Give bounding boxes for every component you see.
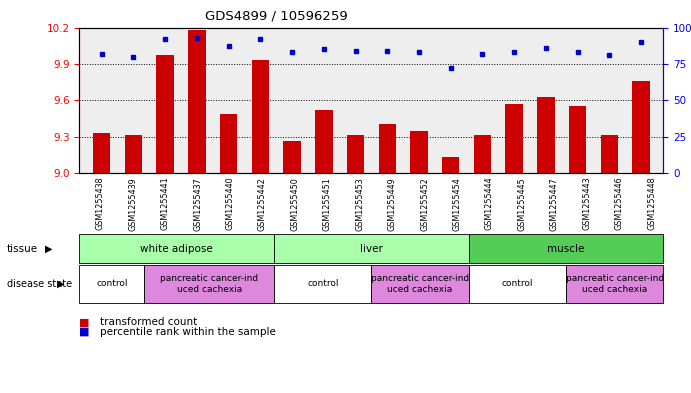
Text: muscle: muscle [547,244,585,253]
Text: control: control [307,279,339,288]
Text: disease state: disease state [7,279,72,289]
Text: white adipose: white adipose [140,244,213,253]
Text: GSM1255441: GSM1255441 [160,177,169,230]
Text: pancreatic cancer-ind
uced cachexia: pancreatic cancer-ind uced cachexia [160,274,258,294]
Bar [283,141,301,173]
Bar [93,133,111,173]
Text: transformed count: transformed count [100,317,198,327]
Text: percentile rank within the sample: percentile rank within the sample [100,327,276,337]
Bar [220,114,237,173]
Text: tissue: tissue [7,244,38,253]
Text: GSM1255447: GSM1255447 [550,177,559,231]
Bar [410,130,428,173]
Text: GSM1255442: GSM1255442 [258,177,267,231]
Bar [569,106,587,173]
Text: liver: liver [360,244,383,253]
Text: GSM1255440: GSM1255440 [225,177,234,230]
Text: GSM1255451: GSM1255451 [323,177,332,231]
Text: GSM1255449: GSM1255449 [388,177,397,231]
Text: control: control [96,279,128,288]
Bar [252,60,269,173]
Text: ▶: ▶ [57,279,64,289]
Text: ▶: ▶ [45,244,53,253]
Text: GSM1255445: GSM1255445 [518,177,527,231]
Text: GSM1255448: GSM1255448 [647,177,656,230]
Bar [506,104,523,173]
Text: GSM1255444: GSM1255444 [485,177,494,230]
Text: control: control [502,279,533,288]
Text: ■: ■ [79,327,90,337]
Bar [124,135,142,173]
Bar [632,81,650,173]
Bar [188,30,206,173]
Text: GSM1255437: GSM1255437 [193,177,202,231]
Text: GSM1255454: GSM1255454 [453,177,462,231]
Text: GSM1255453: GSM1255453 [355,177,364,231]
Text: ■: ■ [79,317,90,327]
Bar [537,97,555,173]
Text: GSM1255438: GSM1255438 [95,177,104,230]
Text: GSM1255446: GSM1255446 [615,177,624,230]
Bar [379,125,396,173]
Text: GSM1255439: GSM1255439 [128,177,137,231]
Bar [474,135,491,173]
Text: pancreatic cancer-ind
uced cachexia: pancreatic cancer-ind uced cachexia [566,274,664,294]
Bar [442,157,460,173]
Bar [600,135,618,173]
Text: GSM1255443: GSM1255443 [583,177,591,230]
Bar [347,135,364,173]
Bar [315,110,332,173]
Bar [156,55,174,173]
Text: GSM1255452: GSM1255452 [420,177,429,231]
Text: pancreatic cancer-ind
uced cachexia: pancreatic cancer-ind uced cachexia [371,274,469,294]
Text: GDS4899 / 10596259: GDS4899 / 10596259 [205,10,348,23]
Text: GSM1255450: GSM1255450 [290,177,299,231]
